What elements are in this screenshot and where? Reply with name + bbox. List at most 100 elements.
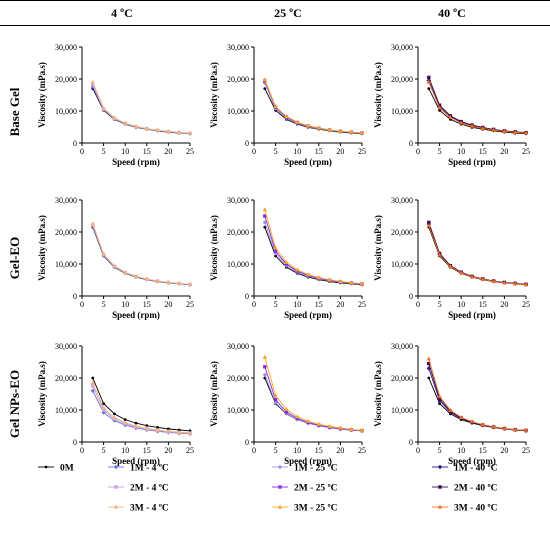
x-tick-label: 25 xyxy=(186,446,194,455)
data-point xyxy=(513,281,518,286)
data-point xyxy=(113,412,116,416)
series-path xyxy=(92,382,191,434)
legend-entry: 0M xyxy=(38,464,74,474)
series-path xyxy=(264,227,363,286)
data-point xyxy=(262,77,267,82)
data-point xyxy=(112,115,117,120)
x-tick-label: 25 xyxy=(186,300,194,309)
data-point xyxy=(523,427,529,432)
chart-panel: 0 10,000 20,000 30,000 0 5 10 15 20 25 Speed (rpm)… xyxy=(209,196,366,320)
data-point xyxy=(262,372,267,377)
data-point xyxy=(166,129,171,134)
data-point xyxy=(491,278,496,283)
data-point xyxy=(437,103,442,107)
series-path xyxy=(428,82,527,134)
legend-entry: 3M - 4 ºC xyxy=(108,504,169,514)
data-point xyxy=(427,361,431,366)
x-tick-label: 20 xyxy=(500,300,508,309)
data-point xyxy=(349,426,354,431)
data-point xyxy=(305,272,311,277)
data-point xyxy=(44,465,48,469)
x-tick-label: 10 xyxy=(457,446,465,455)
y-axis-label: Viscosity (mPa.s) xyxy=(209,215,219,281)
x-tick-label: 25 xyxy=(522,300,530,309)
data-point xyxy=(112,263,117,268)
data-point xyxy=(144,426,149,430)
data-point xyxy=(101,405,106,410)
data-point xyxy=(437,105,442,110)
data-point xyxy=(480,126,485,131)
y-tick-label: 30,000 xyxy=(227,196,249,205)
legend-label: 0M xyxy=(60,464,74,474)
series-line xyxy=(427,361,528,433)
x-tick-label: 20 xyxy=(164,300,172,309)
data-point xyxy=(123,418,127,421)
x-tick-label: 25 xyxy=(186,147,194,156)
data-point xyxy=(166,280,171,284)
y-tick-label: 0 xyxy=(409,292,413,301)
data-point xyxy=(437,464,443,470)
data-point xyxy=(349,129,354,134)
data-point xyxy=(427,87,431,90)
legend-entry: 2M - 4 ºC xyxy=(108,484,169,494)
series-path xyxy=(428,222,527,285)
y-tick-label: 20,000 xyxy=(55,75,77,84)
data-point xyxy=(459,120,464,125)
series-line xyxy=(90,221,193,286)
data-point xyxy=(437,504,443,509)
x-axis-label: Speed (rpm) xyxy=(448,456,496,466)
x-tick-label: 20 xyxy=(336,300,344,309)
x-tick-label: 20 xyxy=(500,147,508,156)
data-point xyxy=(491,127,496,132)
x-axis-label: Speed (rpm) xyxy=(284,157,332,167)
data-point xyxy=(523,282,529,287)
series-path xyxy=(264,80,363,134)
y-axis-label: Viscosity (mPa.s) xyxy=(209,62,219,128)
y-tick-label: 0 xyxy=(73,292,77,301)
x-tick-label: 25 xyxy=(358,300,366,309)
data-point xyxy=(123,420,128,425)
x-tick-label: 25 xyxy=(522,147,530,156)
y-tick-label: 20,000 xyxy=(55,374,77,383)
legend-label: 2M - 25 ºC xyxy=(294,484,338,494)
data-point xyxy=(273,249,278,253)
data-point xyxy=(273,104,278,109)
x-tick-label: 0 xyxy=(252,147,256,156)
y-tick-label: 0 xyxy=(245,292,249,301)
chart-panel: 0 10,000 20,000 30,000 0 5 10 15 20 25 Speed (rpm)… xyxy=(373,196,530,320)
y-tick-label: 0 xyxy=(73,139,77,148)
data-point xyxy=(349,280,354,285)
data-point xyxy=(295,414,300,419)
legend-label: 1M - 25 ºC xyxy=(294,464,338,474)
x-tick-label: 10 xyxy=(121,147,129,156)
data-point xyxy=(502,128,507,133)
legend-entry: 1M - 4 ºC xyxy=(108,464,169,474)
data-point xyxy=(123,269,128,274)
x-tick-label: 5 xyxy=(274,147,278,156)
y-axis-label: Viscosity (mPa.s) xyxy=(37,215,47,281)
x-tick-label: 5 xyxy=(438,147,442,156)
series-path xyxy=(264,366,363,432)
data-point xyxy=(90,221,95,226)
series-path xyxy=(264,79,363,134)
data-point xyxy=(305,418,311,423)
data-point xyxy=(513,427,518,432)
x-tick-label: 5 xyxy=(102,300,106,309)
x-tick-label: 10 xyxy=(293,446,301,455)
data-point xyxy=(513,129,518,134)
data-point xyxy=(459,270,464,275)
y-tick-label: 30,000 xyxy=(227,43,249,52)
series-path xyxy=(428,80,527,134)
series-path xyxy=(92,82,191,134)
data-point xyxy=(155,127,160,132)
legend-entry: 1M - 40 ºC xyxy=(432,464,498,474)
data-point xyxy=(338,425,343,430)
data-point xyxy=(437,396,442,401)
data-point xyxy=(114,485,118,489)
y-tick-label: 0 xyxy=(409,139,413,148)
x-tick-label: 5 xyxy=(274,300,278,309)
x-tick-label: 5 xyxy=(438,300,442,309)
y-tick-label: 20,000 xyxy=(227,228,249,237)
y-tick-label: 30,000 xyxy=(391,43,413,52)
data-point xyxy=(277,464,283,470)
